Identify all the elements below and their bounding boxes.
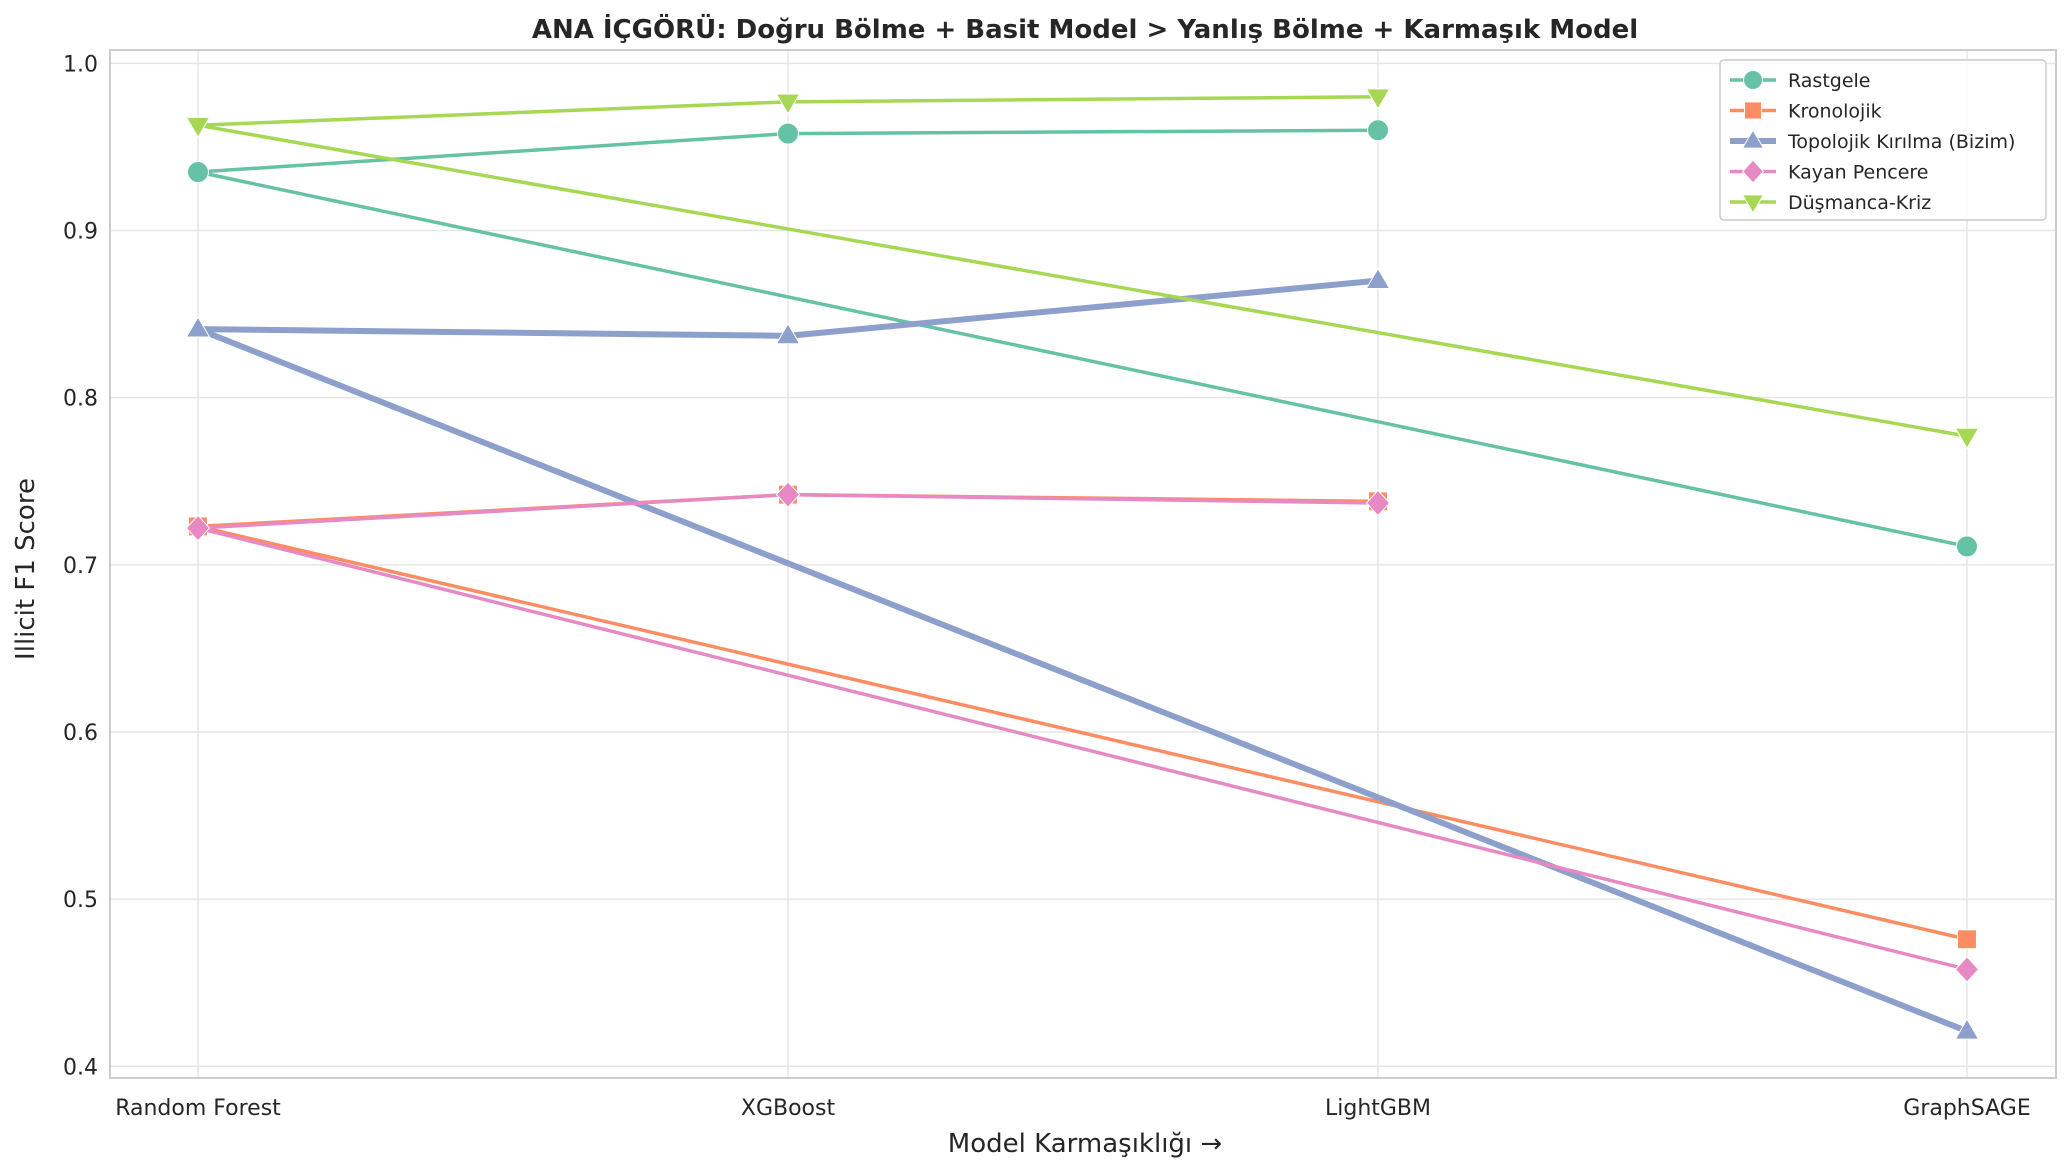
data-point-circle xyxy=(1956,535,1978,558)
data-point-triangle-down xyxy=(1954,427,1980,450)
y-tick-label: 0.6 xyxy=(63,721,98,746)
plot-frame xyxy=(109,49,2057,1079)
data-point-diamond xyxy=(775,481,801,508)
data-point-circle xyxy=(187,161,209,184)
legend-item: Kayan Pencere xyxy=(1730,159,1928,184)
legend: Rastgele Kronolojik Topolojik Kırılma (Biz… xyxy=(1719,59,2047,221)
y-tick-label: 0.9 xyxy=(63,220,98,245)
legend-item: Rastgele xyxy=(1730,70,1871,92)
data-point-square xyxy=(1957,929,1977,950)
y-axis-title: Illicit F1 Score xyxy=(11,478,41,660)
chart-title: ANA İÇGÖRÜ: Doğru Bölme + Basit Model > … xyxy=(532,12,1638,45)
x-axis-title: Model Karmaşıklığı → xyxy=(948,1129,1222,1159)
data-point-diamond xyxy=(1741,159,1765,184)
x-tick-label: XGBoost xyxy=(741,1096,836,1121)
x-tick-label: Random Forest xyxy=(115,1096,281,1121)
series-3 xyxy=(185,481,1980,983)
series-line-to-graphsage xyxy=(197,524,1968,941)
data-point-triangle-up xyxy=(775,322,801,345)
series-line-to-graphsage xyxy=(197,526,1968,972)
legend-label: Topolojik Kırılma (Bizim) xyxy=(1787,131,2015,153)
legend-item: Topolojik Kırılma (Bizim) xyxy=(1730,129,2015,153)
data-point-circle xyxy=(1743,70,1763,90)
x-tick-label: LightGBM xyxy=(1325,1096,1431,1121)
data-point-diamond xyxy=(1954,956,1980,983)
data-point-triangle-up xyxy=(1365,267,1391,290)
series-4 xyxy=(185,88,1980,450)
data-point-triangle-up xyxy=(185,316,211,338)
legend-item: Kronolojik xyxy=(1730,101,1882,123)
data-point-triangle-down xyxy=(185,116,211,139)
legend-label: Kronolojik xyxy=(1788,101,1882,123)
data-point-triangle-up xyxy=(1954,1018,1980,1040)
series-line-to-graphsage xyxy=(197,170,1968,549)
legend-label: Rastgele xyxy=(1788,70,1871,92)
legend-box xyxy=(1719,59,2047,221)
y-tick-label: 0.8 xyxy=(63,387,98,412)
data-point-triangle-down xyxy=(1741,194,1765,214)
data-point-circle xyxy=(1367,119,1389,142)
x-tick-label: GraphSAGE xyxy=(1903,1096,2030,1121)
legend-item: Düşmanca-Kriz xyxy=(1730,192,1931,214)
series-layer xyxy=(185,88,1980,1040)
data-point-triangle-down xyxy=(1365,88,1391,110)
legend-label: Düşmanca-Kriz xyxy=(1788,192,1931,214)
y-tick-label: 0.7 xyxy=(63,554,98,579)
data-point-diamond xyxy=(1365,489,1391,517)
y-tick-label: 0.4 xyxy=(63,1055,98,1080)
tick-labels: 0.4 0.5 0.6 0.7 0.8 0.9 1.0 Random Forest XGBoos… xyxy=(63,52,2031,1121)
data-point-triangle-down xyxy=(775,93,801,115)
legend-label: Kayan Pencere xyxy=(1788,162,1928,184)
y-tick-label: 0.5 xyxy=(63,888,98,913)
data-point-square xyxy=(1743,101,1763,120)
data-point-diamond xyxy=(185,514,211,542)
series-line-to-graphsage xyxy=(196,326,1969,1034)
y-tick-label: 1.0 xyxy=(63,52,98,77)
data-point-circle xyxy=(777,122,799,145)
data-point-triangle-up xyxy=(1741,129,1765,149)
series-line-to-graphsage xyxy=(197,123,1968,438)
